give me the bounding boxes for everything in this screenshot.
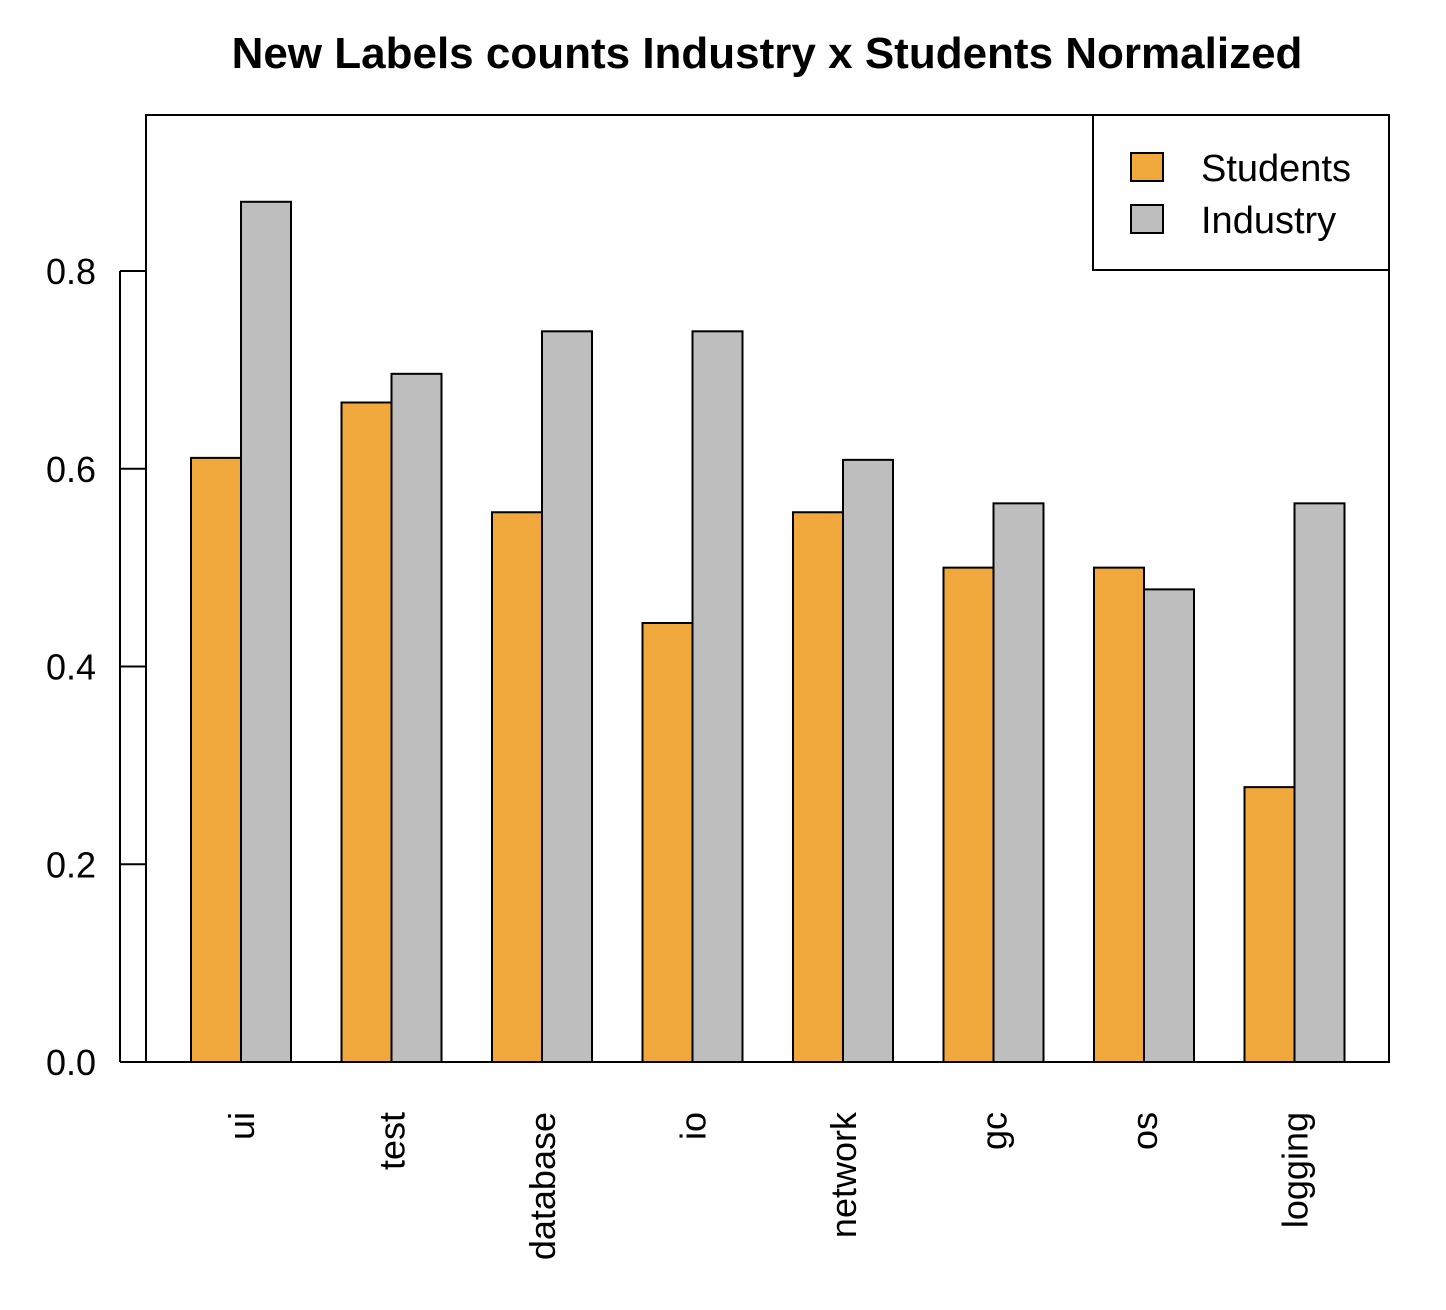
plot-frame	[145, 114, 1390, 1063]
y-tick-label: 0.8	[46, 251, 96, 292]
bar-students-os	[1093, 566, 1145, 1063]
bar-students-logging	[1243, 786, 1296, 1063]
bars-group	[190, 200, 1346, 1064]
legend-swatch-industry	[1130, 204, 1164, 234]
legend-box	[1092, 114, 1390, 271]
legend-label-students: Students	[1201, 148, 1351, 190]
legend-swatch-students	[1130, 152, 1164, 182]
bar-industry-os	[1143, 588, 1195, 1063]
bar-students-ui	[190, 456, 242, 1063]
legend: Students Industry	[1092, 114, 1390, 271]
bar-students-gc	[942, 566, 995, 1063]
y-axis: 0.0 0.2 0.4 0.6 0.8	[46, 251, 146, 1083]
x-tick-label-logging: logging	[1275, 1112, 1316, 1228]
x-tick-label-gc: gc	[974, 1112, 1015, 1150]
chart-title: New Labels counts Industry x Students No…	[232, 29, 1303, 78]
x-tick-label-os: os	[1124, 1112, 1165, 1150]
bar-industry-database	[541, 330, 593, 1064]
bar-industry-logging	[1293, 502, 1346, 1063]
x-tick-label-ui: ui	[221, 1112, 262, 1140]
legend-label-industry: Industry	[1201, 200, 1336, 242]
bar-students-test	[340, 401, 393, 1064]
bar-industry-io	[691, 330, 744, 1064]
bar-students-network	[792, 511, 844, 1063]
bar-industry-gc	[992, 502, 1045, 1063]
y-tick-label: 0.0	[46, 1042, 96, 1083]
y-tick-label: 0.2	[46, 844, 96, 885]
bar-industry-ui	[240, 200, 292, 1064]
x-tick-label-io: io	[673, 1112, 714, 1140]
y-tick-label: 0.6	[46, 449, 96, 490]
x-tick-label-network: network	[823, 1111, 864, 1238]
x-tick-label-test: test	[372, 1112, 413, 1170]
y-tick-label: 0.4	[46, 647, 96, 688]
bar-students-database	[491, 511, 543, 1063]
bar-industry-network	[842, 458, 894, 1063]
bar-industry-test	[390, 372, 443, 1063]
bar-students-io	[641, 621, 694, 1063]
x-tick-label-database: database	[522, 1112, 563, 1260]
x-axis-labels: ui test database io network gc os logging	[221, 1111, 1316, 1260]
